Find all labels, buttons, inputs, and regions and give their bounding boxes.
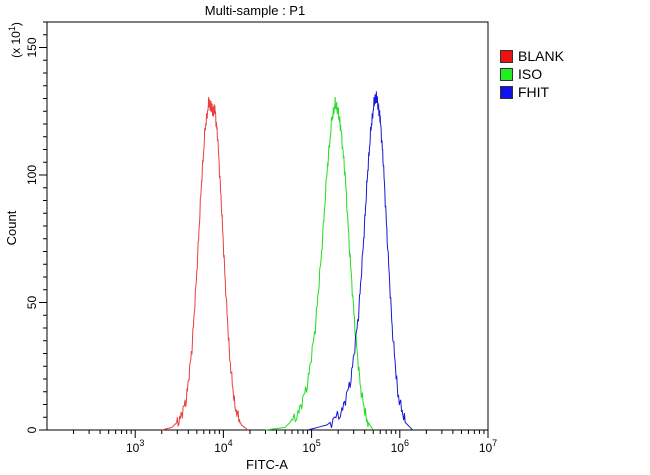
legend: BLANK ISO FHIT: [500, 47, 564, 101]
chart-title: Multi-sample : P1: [205, 3, 305, 18]
series-line-fhit: [307, 91, 414, 431]
legend-label-blank: BLANK: [518, 48, 564, 64]
x-tick-label: 103: [126, 438, 144, 455]
y-tick-label: 50: [25, 296, 39, 310]
y-tick-label: 0: [25, 426, 39, 433]
x-tick-exponent: 4: [228, 438, 233, 448]
y-multiplier-label: (x 101): [7, 22, 23, 58]
legend-item-blank: BLANK: [500, 47, 564, 65]
legend-swatch-iso: [500, 67, 513, 81]
y-tick-label: 100: [25, 165, 39, 185]
series-layer: [161, 91, 414, 431]
y-multiplier-text: (x 10: [9, 31, 23, 58]
legend-label-iso: ISO: [518, 66, 543, 82]
legend-item-iso: ISO: [500, 65, 564, 83]
x-tick-exponent: 3: [139, 438, 144, 448]
legend-swatch-blank: [500, 49, 513, 63]
x-tick-exponent: 7: [492, 438, 497, 448]
y-multiplier-exponent: 1: [7, 26, 17, 31]
x-axis-label: FITC-A: [246, 457, 288, 472]
x-tick-base: 10: [302, 441, 316, 455]
legend-label-fhit: FHIT: [518, 84, 550, 100]
series-line-iso: [265, 97, 374, 431]
series-line-blank: [161, 97, 249, 431]
x-tick-label: 106: [391, 438, 409, 455]
y-tick-label: 150: [25, 37, 39, 57]
x-tick-label: 107: [479, 438, 497, 455]
legend-swatch-fhit: [500, 85, 513, 99]
x-tick-exponent: 6: [404, 438, 409, 448]
x-tick-label: 105: [302, 438, 320, 455]
y-axis-label: Count: [4, 210, 19, 245]
legend-item-fhit: FHIT: [500, 83, 564, 101]
x-tick-base: 10: [214, 441, 228, 455]
x-tick-base: 10: [391, 441, 405, 455]
x-tick-base: 10: [126, 441, 140, 455]
plot-frame: [46, 21, 489, 431]
x-tick-exponent: 5: [316, 438, 321, 448]
x-tick-base: 10: [479, 441, 493, 455]
x-tick-label: 104: [214, 438, 232, 455]
svg-text:(x 101): (x 101): [7, 22, 23, 58]
